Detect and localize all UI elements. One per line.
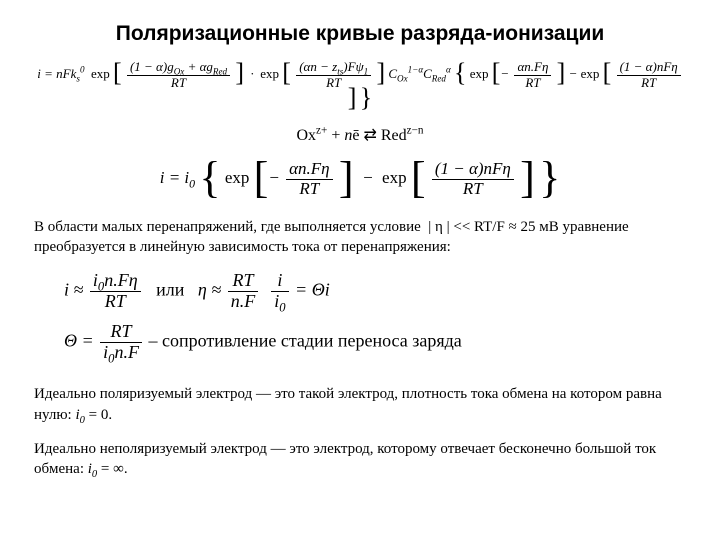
page-title: Поляризационные кривые разряда-ионизации (34, 20, 686, 48)
equation-1: i = nFks0 exp [ (1 − α)gOx + αgRedRT ] ·… (34, 60, 686, 110)
para-ideal-nonpolarizable: Идеально неполяризуемый электрод — это э… (34, 439, 686, 480)
para-ideal-polarizable: Идеально поляризуемый электрод — это так… (34, 384, 686, 425)
equation-3: i = i0 { exp [− αn.FηRT ] − exp [ (1 − α… (34, 160, 686, 198)
para-small-overvoltage: В области малых перенапряжений, где выпо… (34, 217, 686, 258)
equation-redox: Oxz+ + nē ⇄ Redz−n (34, 125, 686, 147)
equation-4: i ≈ i0n.FηRT или η ≈ RTn.F ii0 = Θi Θ = … (64, 271, 686, 362)
